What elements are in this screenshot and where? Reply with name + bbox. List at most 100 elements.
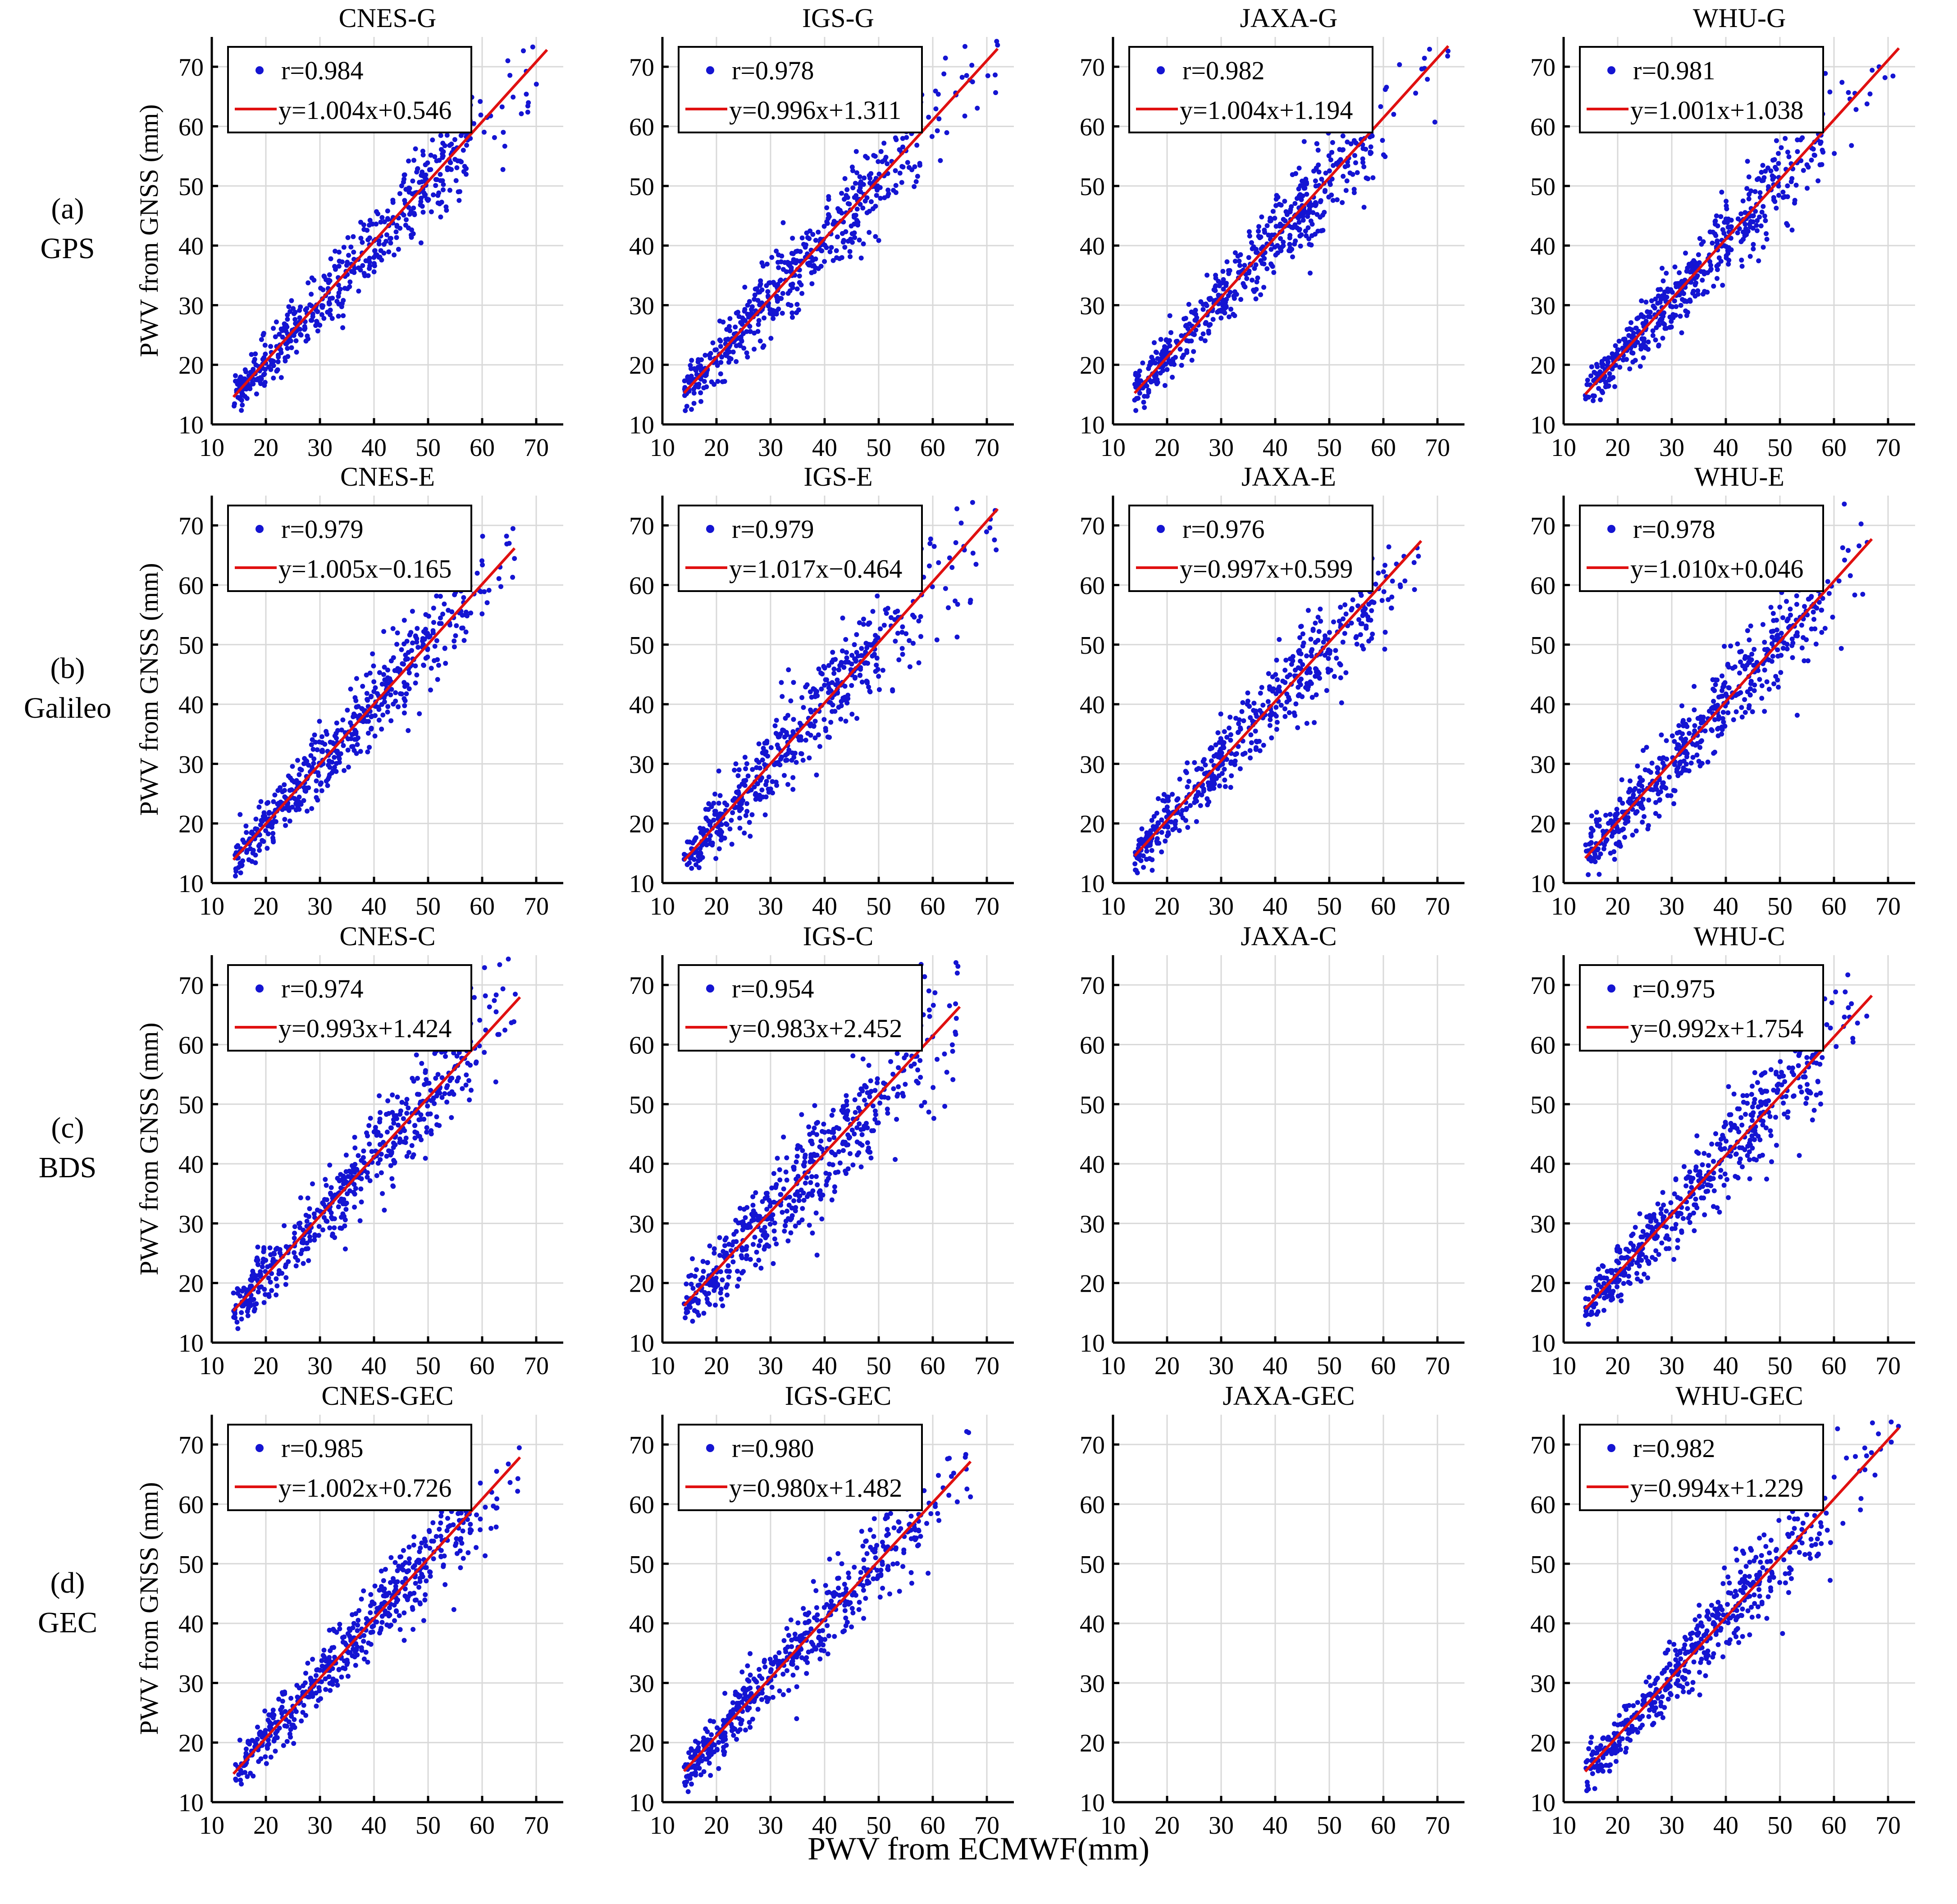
data-point	[780, 310, 785, 316]
data-point	[866, 620, 871, 626]
data-point	[275, 367, 280, 373]
data-point	[1179, 333, 1184, 338]
data-point	[391, 655, 396, 660]
data-point	[786, 262, 791, 267]
data-point	[830, 650, 835, 655]
data-point	[785, 291, 791, 296]
data-point	[1726, 685, 1732, 691]
data-point	[1757, 190, 1763, 196]
data-point	[1784, 599, 1789, 604]
data-point	[269, 1288, 274, 1293]
data-point	[272, 793, 278, 797]
data-point	[297, 315, 302, 320]
data-point	[327, 765, 333, 770]
data-point	[706, 807, 711, 812]
data-point	[735, 773, 741, 779]
data-point	[772, 282, 777, 287]
data-point	[1198, 803, 1203, 808]
data-point	[1686, 768, 1692, 774]
data-point	[1789, 643, 1795, 648]
data-point	[1806, 164, 1811, 170]
data-point	[330, 740, 335, 746]
data-point	[292, 1235, 297, 1241]
data-point	[1283, 209, 1289, 214]
data-point	[874, 662, 879, 668]
data-point	[984, 529, 989, 534]
data-point	[857, 673, 862, 678]
data-point	[372, 733, 378, 739]
data-point	[1790, 655, 1795, 660]
data-point	[803, 738, 808, 743]
data-point	[713, 809, 718, 814]
data-point	[391, 1140, 396, 1146]
data-point	[399, 183, 404, 188]
data-point	[1642, 336, 1647, 342]
data-point	[1751, 246, 1756, 251]
data-point	[479, 611, 485, 616]
data-point	[1133, 371, 1138, 376]
data-point	[1308, 270, 1313, 276]
data-point	[311, 761, 316, 766]
data-point	[406, 728, 411, 733]
data-point	[1356, 617, 1362, 622]
data-point	[1313, 178, 1318, 183]
y-tick-label: 20	[629, 811, 654, 838]
y-tick-label: 60	[178, 572, 204, 600]
data-point	[1186, 779, 1191, 784]
data-point	[1679, 281, 1684, 287]
data-point	[283, 1275, 289, 1280]
data-point	[1759, 210, 1765, 215]
data-point	[1713, 682, 1718, 688]
data-point	[1296, 219, 1302, 225]
data-point	[830, 702, 835, 708]
data-point	[1412, 587, 1417, 592]
data-point	[876, 674, 881, 679]
data-point	[1297, 227, 1302, 232]
data-point	[410, 640, 415, 646]
data-point	[1660, 278, 1666, 283]
data-point	[343, 1169, 349, 1174]
data-point	[734, 343, 739, 348]
data-point	[1762, 214, 1767, 219]
data-point	[1278, 236, 1283, 241]
data-point	[1419, 66, 1424, 72]
data-point	[1369, 150, 1374, 155]
data-point	[1811, 610, 1816, 615]
data-point	[878, 626, 883, 632]
data-point	[1708, 263, 1713, 268]
data-point	[432, 154, 438, 159]
data-point	[1137, 391, 1142, 396]
x-tick-label: 30	[307, 434, 333, 462]
data-point	[243, 369, 249, 374]
data-point	[415, 626, 420, 631]
data-point	[409, 232, 414, 238]
data-point	[1337, 147, 1342, 152]
data-point	[752, 330, 757, 336]
data-point	[1248, 755, 1253, 761]
data-point	[352, 1191, 357, 1197]
x-tick-label: 20	[253, 434, 278, 462]
data-point	[824, 205, 830, 210]
data-point	[801, 241, 806, 247]
data-point	[912, 184, 917, 189]
legend-fit-label: y=1.001x+1.038	[1630, 96, 1803, 125]
data-point	[757, 765, 762, 771]
data-point	[779, 259, 784, 264]
data-point	[938, 158, 943, 163]
data-point	[1584, 382, 1590, 387]
data-point	[1349, 607, 1354, 613]
y-tick-label: 10	[629, 411, 654, 439]
data-point	[744, 350, 749, 355]
data-point	[875, 183, 880, 189]
data-point	[744, 329, 749, 334]
data-point	[1685, 310, 1690, 315]
data-point	[275, 788, 281, 793]
data-point	[1163, 351, 1168, 357]
data-point	[299, 767, 304, 773]
y-tick-label: 40	[629, 691, 654, 719]
data-point	[1186, 302, 1191, 307]
legend-fit-label: y=1.010x+0.046	[1630, 554, 1803, 583]
data-point	[1789, 228, 1795, 233]
data-point	[394, 642, 400, 647]
